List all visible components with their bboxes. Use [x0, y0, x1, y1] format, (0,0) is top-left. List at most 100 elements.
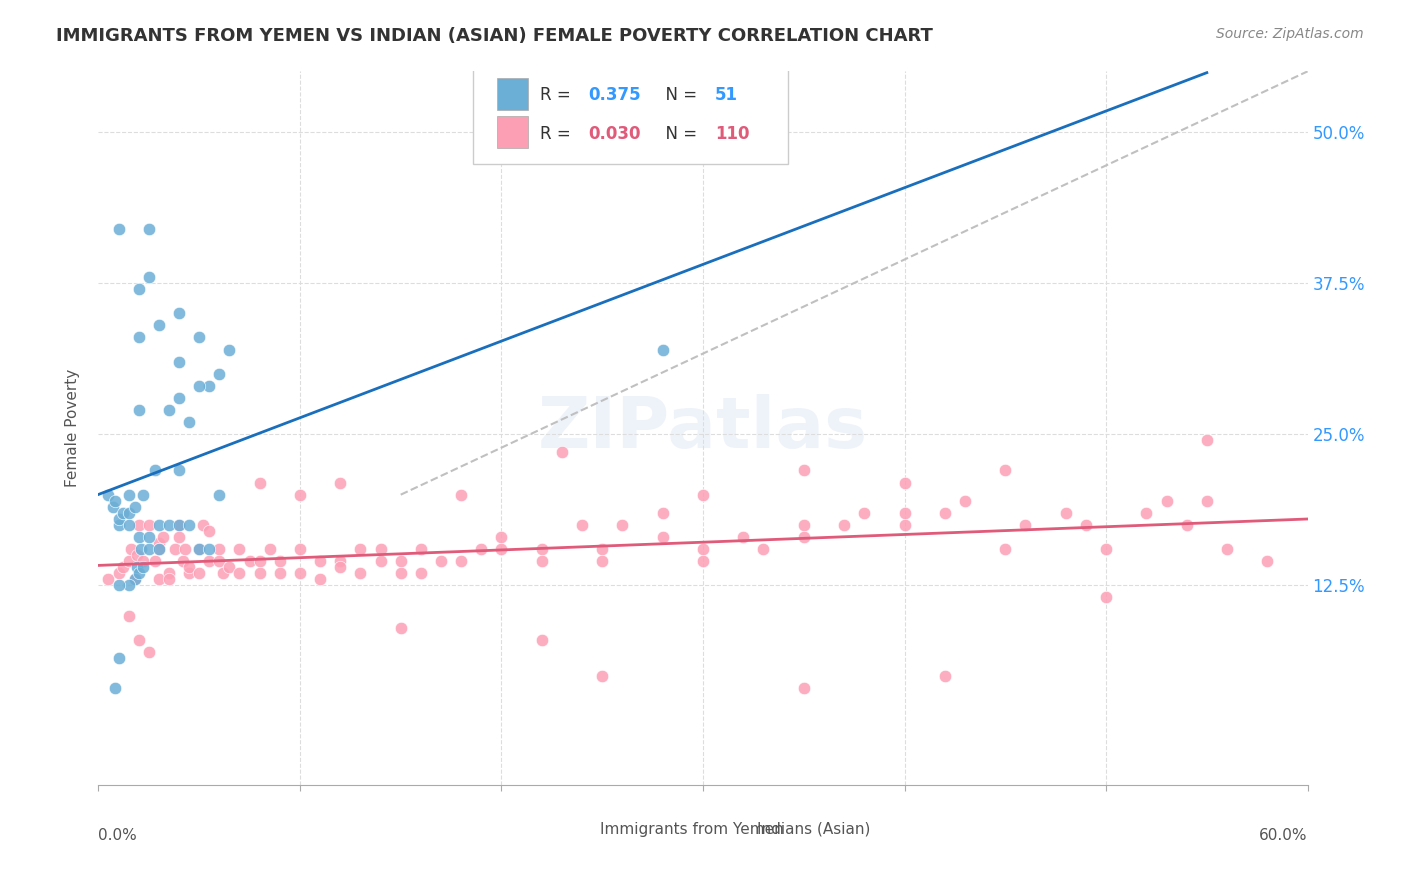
- Point: [157, 517, 180, 532]
- Point: [198, 554, 221, 568]
- Point: [107, 512, 129, 526]
- Point: [179, 415, 201, 429]
- Point: [530, 542, 553, 557]
- Point: [409, 542, 432, 557]
- Point: [208, 542, 231, 557]
- Point: [167, 463, 190, 477]
- Point: [120, 542, 142, 557]
- Text: R =: R =: [540, 87, 576, 104]
- Point: [994, 542, 1017, 557]
- Point: [188, 330, 211, 344]
- Point: [132, 560, 155, 574]
- Point: [157, 566, 180, 581]
- Point: [167, 517, 190, 532]
- FancyBboxPatch shape: [474, 64, 787, 164]
- Point: [138, 517, 160, 532]
- Point: [1175, 517, 1198, 532]
- Text: ZIPatlas: ZIPatlas: [538, 393, 868, 463]
- Text: R =: R =: [540, 125, 576, 143]
- Point: [107, 578, 129, 592]
- Point: [893, 517, 915, 532]
- Point: [128, 632, 150, 647]
- Point: [107, 221, 129, 235]
- Text: Immigrants from Yemen: Immigrants from Yemen: [600, 822, 785, 837]
- Point: [179, 517, 201, 532]
- Point: [138, 221, 160, 235]
- Point: [218, 343, 240, 357]
- Point: [97, 488, 120, 502]
- Point: [107, 566, 129, 581]
- Point: [167, 354, 190, 368]
- Point: [1195, 434, 1218, 448]
- Point: [832, 517, 855, 532]
- Point: [138, 530, 160, 544]
- Point: [530, 632, 553, 647]
- Point: [103, 493, 125, 508]
- Point: [651, 343, 673, 357]
- Point: [934, 506, 956, 520]
- Point: [1054, 506, 1077, 520]
- Point: [167, 517, 190, 532]
- Point: [349, 566, 371, 581]
- Point: [692, 488, 714, 502]
- Point: [651, 530, 673, 544]
- Point: [994, 463, 1017, 477]
- Point: [124, 500, 146, 514]
- Point: [1014, 517, 1036, 532]
- Point: [953, 493, 976, 508]
- Point: [793, 681, 815, 696]
- Point: [188, 379, 211, 393]
- Text: 51: 51: [716, 87, 738, 104]
- Point: [101, 500, 124, 514]
- Point: [148, 536, 170, 550]
- Point: [143, 463, 166, 477]
- Point: [752, 542, 775, 557]
- Point: [128, 566, 150, 581]
- Point: [118, 517, 141, 532]
- Point: [249, 554, 271, 568]
- Point: [288, 488, 311, 502]
- Point: [733, 530, 755, 544]
- Point: [551, 445, 574, 459]
- Point: [212, 566, 235, 581]
- Point: [269, 554, 291, 568]
- Point: [118, 578, 141, 592]
- Point: [530, 554, 553, 568]
- Point: [188, 566, 211, 581]
- Point: [103, 681, 125, 696]
- Point: [167, 391, 190, 405]
- Point: [118, 554, 141, 568]
- Y-axis label: Female Poverty: Female Poverty: [65, 369, 80, 487]
- Point: [198, 524, 221, 538]
- Text: Indians (Asian): Indians (Asian): [758, 822, 870, 837]
- Text: 0.375: 0.375: [588, 87, 641, 104]
- Point: [591, 542, 613, 557]
- Point: [129, 542, 152, 557]
- Text: 110: 110: [716, 125, 749, 143]
- Point: [118, 608, 141, 623]
- Point: [651, 506, 673, 520]
- Point: [174, 542, 197, 557]
- FancyBboxPatch shape: [498, 116, 527, 148]
- Point: [148, 542, 170, 557]
- Point: [198, 542, 221, 557]
- Point: [370, 554, 392, 568]
- Point: [470, 542, 492, 557]
- Point: [148, 318, 170, 333]
- Text: IMMIGRANTS FROM YEMEN VS INDIAN (ASIAN) FEMALE POVERTY CORRELATION CHART: IMMIGRANTS FROM YEMEN VS INDIAN (ASIAN) …: [56, 27, 934, 45]
- Point: [107, 651, 129, 665]
- Point: [163, 542, 186, 557]
- Point: [118, 488, 141, 502]
- Point: [157, 572, 180, 586]
- Point: [793, 517, 815, 532]
- Point: [208, 488, 231, 502]
- Point: [228, 566, 250, 581]
- Point: [1256, 554, 1278, 568]
- Point: [157, 403, 180, 417]
- Point: [893, 475, 915, 490]
- Point: [111, 506, 134, 520]
- Point: [389, 554, 412, 568]
- Point: [612, 517, 634, 532]
- Point: [793, 530, 815, 544]
- Point: [329, 554, 352, 568]
